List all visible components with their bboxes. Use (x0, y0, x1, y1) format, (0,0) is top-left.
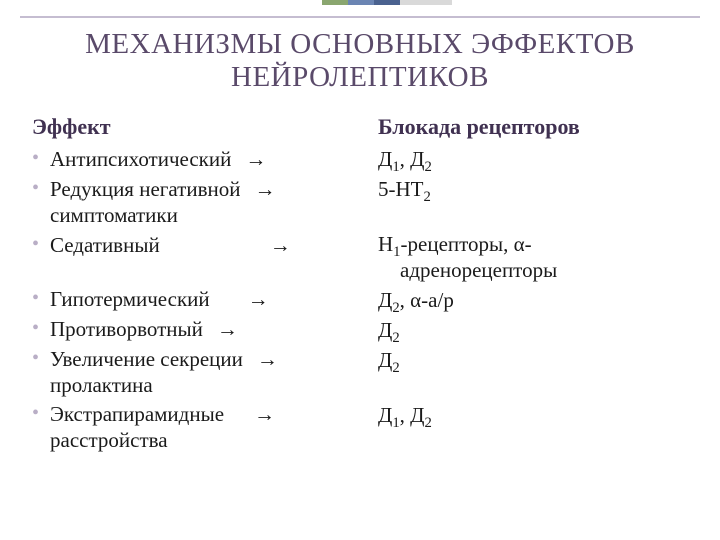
receptor-item: Д1, Д2 (378, 402, 692, 454)
list-item: Противорвотный → (32, 316, 366, 343)
list-item: Увеличение секреции → пролактина (32, 346, 366, 399)
title-line: МЕХАНИЗМЫ ОСНОВНЫХ ЭФФЕКТОВ (85, 28, 635, 60)
text: Д (378, 318, 392, 342)
right-heading: Блокада рецепторов (378, 114, 692, 140)
strip-seg (348, 0, 374, 5)
subscript: 2 (392, 330, 399, 346)
effect-text: Антипсихотический (50, 146, 231, 172)
effect-text: Гипотермический (50, 286, 210, 312)
text: Д (378, 348, 392, 372)
text: адренорецепторы (378, 258, 557, 282)
title-line: НЕЙРОЛЕПТИКОВ (231, 61, 489, 93)
text: Д (378, 403, 392, 427)
arrow-icon: → (254, 176, 275, 202)
arrow-icon: → (257, 346, 278, 372)
effects-list: Антипсихотический → Редукция негативной … (32, 146, 366, 259)
columns: Эффект Антипсихотический → Редукция нега… (32, 114, 700, 457)
left-column: Эффект Антипсихотический → Редукция нега… (32, 114, 372, 457)
text: H (378, 232, 393, 256)
list-item: Антипсихотический → (32, 146, 366, 173)
text: Д (378, 147, 392, 171)
receptor-item: H1-рецепторы, α- адренорецепторы (378, 231, 692, 284)
text: , α-а/р (400, 288, 454, 312)
right-column: Блокада рецепторов Д1, Д2 5-HT2 H1-рецеп… (372, 114, 692, 457)
left-heading: Эффект (32, 114, 366, 140)
strip-seg (400, 0, 452, 5)
subscript: 2 (425, 159, 432, 175)
top-decor-strip (322, 0, 452, 5)
receptor-item: Д2 (378, 317, 692, 344)
text: 5-HT (378, 177, 424, 201)
list-item: Гипотермический → (32, 286, 366, 313)
strip-seg (374, 0, 400, 5)
text: , Д (400, 403, 425, 427)
arrow-icon: → (248, 286, 269, 312)
subscript: 1 (392, 159, 399, 175)
arrow-icon: → (270, 232, 291, 258)
spacer (32, 262, 366, 286)
effect-text: Редукция негативной (50, 176, 240, 202)
receptor-item: Д2, α-а/р (378, 287, 692, 314)
list-item: Экстрапирамидные → расстройства (32, 401, 366, 454)
subscript: 2 (392, 300, 399, 316)
effect-text: Экстрапирамидные (50, 401, 224, 427)
receptor-list: Д1, Д2 5-HT2 H1-рецепторы, α- адренореце… (378, 146, 692, 454)
receptor-item: Д1, Д2 (378, 146, 692, 173)
slide: МЕХАНИЗМЫ ОСНОВНЫХ ЭФФЕКТОВ НЕЙРОЛЕПТИКО… (0, 0, 720, 540)
effect-text: Увеличение секреции (50, 346, 243, 372)
effects-list: Гипотермический → Противорвотный → Увели… (32, 286, 366, 454)
arrow-icon: → (245, 146, 266, 172)
subscript: 2 (425, 415, 432, 431)
receptor-item: Д2 (378, 347, 692, 399)
subscript: 2 (392, 360, 399, 376)
effect-text: Противорвотный (50, 316, 203, 342)
arrow-icon: → (217, 316, 238, 342)
subscript: 2 (424, 189, 431, 205)
text: , Д (400, 147, 425, 171)
text: Д (378, 288, 392, 312)
list-item: Редукция негативной → симптоматики (32, 176, 366, 229)
strip-seg (322, 0, 348, 5)
list-item: Седативный → (32, 232, 366, 259)
slide-title: МЕХАНИЗМЫ ОСНОВНЫХ ЭФФЕКТОВ НЕЙРОЛЕПТИКО… (0, 28, 720, 95)
effect-text: пролактина (50, 372, 366, 398)
accent-line (20, 16, 700, 18)
receptor-item: 5-HT2 (378, 176, 692, 228)
effect-text: Седативный (50, 232, 160, 258)
subscript: 1 (392, 415, 399, 431)
text: -рецепторы, α- (401, 232, 532, 256)
effect-text: расстройства (50, 427, 366, 453)
arrow-icon: → (254, 401, 275, 427)
effect-text: симптоматики (50, 202, 366, 228)
